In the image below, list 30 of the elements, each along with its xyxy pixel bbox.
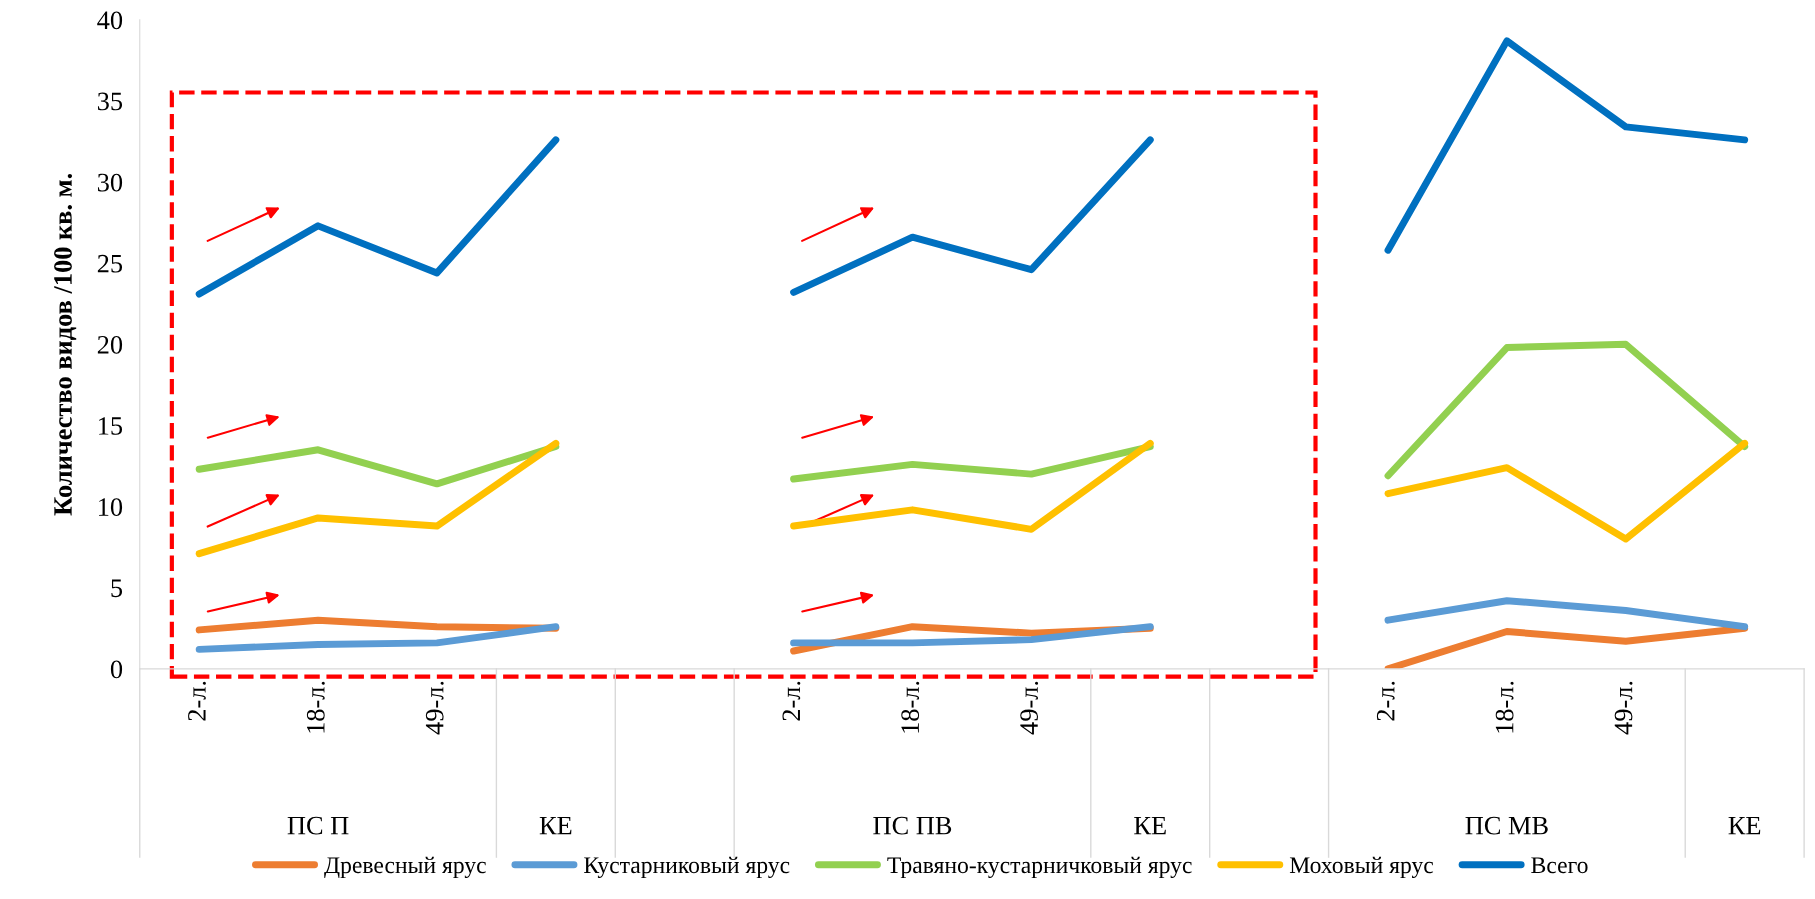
text: ПС ПВ	[873, 816, 952, 835]
legend-label: Всего	[1531, 857, 1588, 874]
x-tick-label: 49-л.	[425, 681, 444, 735]
y-tick-label: 0	[110, 660, 123, 679]
legend-label: Кустарниковый ярус	[584, 856, 790, 879]
y-tick-label: 30	[97, 173, 123, 192]
x-tick-label: 18-л.	[306, 681, 325, 733]
y-tick-label: 15	[99, 417, 123, 435]
y-tick-label: 20	[97, 335, 123, 354]
x-tick-label: 49-л.	[1614, 681, 1633, 735]
y-tick-label: 40	[97, 11, 123, 30]
text: КЕ	[539, 816, 572, 835]
y-tick-label: 35	[97, 92, 123, 111]
x-tick-label: 2-л.	[1376, 681, 1395, 721]
x-tick-label: 2-л.	[782, 681, 801, 721]
y-tick-label: 10	[99, 498, 123, 516]
x-tick-label: 18-л.	[901, 681, 920, 733]
legend-label: Древесный ярус	[324, 856, 486, 879]
legend-label: Травяно-кустарничковый ярус	[887, 856, 1192, 879]
x-tick-label: 49-л.	[1020, 681, 1039, 735]
text: ПС МВ	[1465, 816, 1548, 835]
y-tick-label: 25	[97, 254, 123, 273]
x-tick-label: 2-л.	[188, 681, 206, 721]
y-axis-title: Количество видов /100 кв. м.	[54, 173, 77, 516]
text: КЕ	[1728, 816, 1761, 835]
legend-label: Моховый ярус	[1289, 856, 1434, 879]
text: КЕ	[1134, 816, 1166, 835]
x-tick-label: 18-л.	[1495, 681, 1514, 733]
y-tick-label: 5	[111, 579, 123, 598]
text: ПС П	[287, 816, 349, 835]
